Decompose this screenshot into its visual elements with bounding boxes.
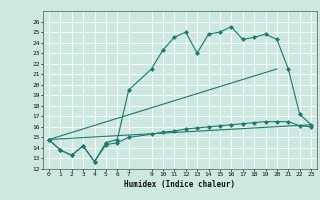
X-axis label: Humidex (Indice chaleur): Humidex (Indice chaleur) (124, 180, 236, 189)
